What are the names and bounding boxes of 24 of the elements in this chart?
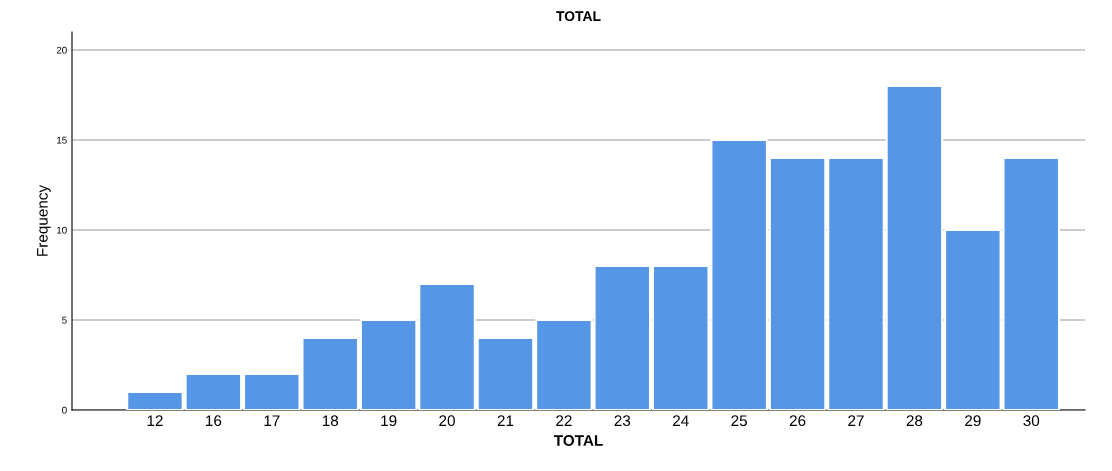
x-tick-label: 16: [206, 415, 222, 427]
x-tick-label: 25: [731, 415, 748, 427]
x-tick-label: 18: [322, 415, 339, 427]
x-tick-label: 19: [381, 415, 397, 427]
y-tick-label: 15: [57, 136, 67, 144]
x-tick-label: 28: [906, 415, 923, 427]
x-tick-label: 24: [673, 415, 689, 426]
x-axis-title: TOTAL: [553, 435, 603, 446]
x-tick-label: 12: [147, 415, 163, 426]
x-tick-label: 21: [497, 415, 514, 426]
x-tick-label: 27: [848, 415, 864, 426]
chart-title: TOTAL: [556, 11, 601, 22]
y-axis-title: Frequency: [37, 184, 51, 256]
x-tick-label: 17: [264, 415, 280, 426]
x-tick-label: 23: [614, 415, 631, 427]
x-tick-label: 30: [1023, 415, 1040, 427]
y-tick-label: 20: [56, 46, 67, 54]
y-tick-label: 0: [62, 406, 67, 414]
y-tick-label: 5: [62, 316, 67, 324]
x-tick-label: 26: [789, 415, 806, 427]
x-tick-label: 22: [556, 415, 572, 426]
y-tick-label: 10: [57, 226, 67, 234]
x-tick-label: 29: [965, 415, 981, 427]
x-tick-label: 20: [439, 415, 455, 427]
